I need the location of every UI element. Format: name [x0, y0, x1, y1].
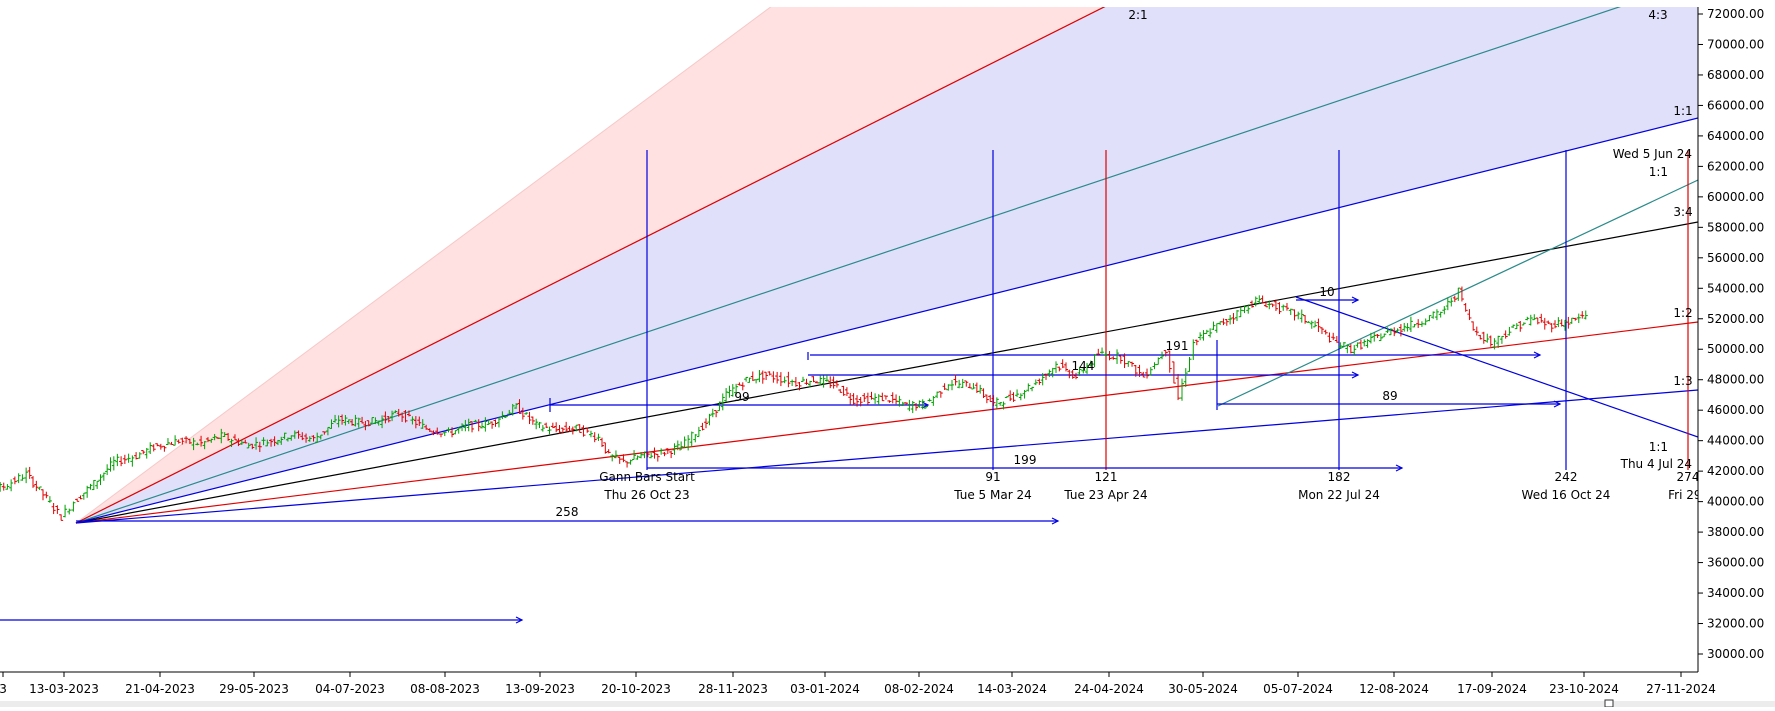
range-label: 10 — [1319, 285, 1334, 299]
x-tick-label: 08-08-2023 — [410, 682, 480, 696]
y-tick-label: 72000.00 — [1707, 7, 1764, 21]
marker-date: Tue 23 Apr 24 — [1063, 488, 1147, 502]
scrollbar-track — [0, 701, 1775, 707]
range-arrow-head — [1533, 351, 1542, 359]
range-label: 199 — [1014, 453, 1037, 467]
range-label: 144 — [1072, 359, 1095, 373]
range-arrow-head — [1553, 400, 1562, 408]
fan-label: 4:3 — [1648, 8, 1667, 22]
x-tick-label: 04-07-2023 — [315, 682, 385, 696]
x-tick-label: 23-10-2024 — [1549, 682, 1619, 696]
range-label: 99 — [734, 390, 749, 404]
x-tick-label: 08-02-2024 — [884, 682, 954, 696]
marker-count: 91 — [985, 470, 1000, 484]
x-tick-label: 27-11-2024 — [1646, 682, 1716, 696]
y-tick-label: 56000.00 — [1707, 251, 1764, 265]
y-tick-label: 38000.00 — [1707, 525, 1764, 539]
fan-label: 2:1 — [1128, 8, 1147, 22]
range-arrow-head — [921, 401, 930, 409]
x-tick-label: 17-09-2024 — [1457, 682, 1527, 696]
x-tick-label: 28-11-2023 — [698, 682, 768, 696]
y-tick-label: 60000.00 — [1707, 190, 1764, 204]
fan-line-1-1 — [75, 117, 1698, 524]
resize-handle-icon — [1604, 699, 1614, 708]
fan-label: 1:1 — [1673, 104, 1692, 118]
y-tick-label: 40000.00 — [1707, 495, 1764, 509]
y-tick-label: 50000.00 — [1707, 342, 1764, 356]
x-tick-label: 30-05-2024 — [1168, 682, 1238, 696]
x-tick-label: 14-03-2024 — [977, 682, 1047, 696]
annotation-date: Wed 5 Jun 24 — [1613, 147, 1692, 161]
fan-label: 1:2 — [1673, 306, 1692, 320]
y-tick-label: 68000.00 — [1707, 68, 1764, 82]
x-tick-label: 24-04-2024 — [1074, 682, 1144, 696]
range-label: 258 — [556, 505, 579, 519]
marker-title: Gann Bars Start — [599, 470, 695, 484]
marker-date: Tue 5 Mar 24 — [953, 488, 1031, 502]
range-label: 191 — [1166, 339, 1189, 353]
x-tick-label: 12-08-2024 — [1359, 682, 1429, 696]
fan-line-2-1 — [75, 7, 1106, 524]
marker-date: Mon 22 Jul 24 — [1298, 488, 1380, 502]
y-tick-label: 54000.00 — [1707, 281, 1764, 295]
x-tick-label: 20-10-2023 — [601, 682, 671, 696]
x-tick-label: 29-05-2023 — [219, 682, 289, 696]
range-arrow-head — [1051, 517, 1060, 525]
x-tick-label: 05-07-2024 — [1263, 682, 1333, 696]
range-arrow-head — [1351, 371, 1360, 379]
y-tick-label: 44000.00 — [1707, 434, 1764, 448]
range-arrow-head — [515, 616, 524, 624]
y-tick-label: 66000.00 — [1707, 98, 1764, 112]
x-tick-label: 3 — [0, 682, 7, 696]
y-axis-panel — [1698, 0, 1775, 707]
annotation-ratio: 1:1 — [1649, 165, 1668, 179]
x-tick-label: 21-04-2023 — [125, 682, 195, 696]
fan-line-4-3 — [75, 7, 1621, 524]
y-tick-label: 48000.00 — [1707, 373, 1764, 387]
y-tick-label: 64000.00 — [1707, 129, 1764, 143]
fan-label: 1:3 — [1673, 374, 1692, 388]
x-tick-label: 03-01-2024 — [790, 682, 860, 696]
marker-date: Thu 26 Oct 23 — [603, 488, 689, 502]
marker-date: Wed 16 Oct 24 — [1522, 488, 1611, 502]
y-tick-label: 42000.00 — [1707, 464, 1764, 478]
annotation-ratio: 1:1 — [1649, 440, 1668, 454]
fan-line-3-4 — [75, 221, 1698, 524]
y-tick-label: 62000.00 — [1707, 159, 1764, 173]
y-tick-label: 46000.00 — [1707, 403, 1764, 417]
y-tick-label: 36000.00 — [1707, 556, 1764, 570]
fan-shade-edge — [75, 7, 772, 524]
marker-count: 274 — [1677, 470, 1700, 484]
range-label: 89 — [1382, 389, 1397, 403]
marker-count: 242 — [1555, 470, 1578, 484]
y-tick-label: 34000.00 — [1707, 586, 1764, 600]
marker-count: 182 — [1328, 470, 1351, 484]
y-tick-label: 58000.00 — [1707, 220, 1764, 234]
x-tick-label: 13-03-2023 — [29, 682, 99, 696]
fan-shade-lavender — [76, 7, 1698, 523]
x-tick-label: 13-09-2023 — [505, 682, 575, 696]
range-arrow-head — [1351, 296, 1360, 304]
fan-label: 3:4 — [1673, 205, 1692, 219]
marker-count: 121 — [1095, 470, 1118, 484]
annotation-date: Thu 4 Jul 24 — [1620, 457, 1692, 471]
fan-line-falling-1-1 — [1295, 296, 1698, 438]
fan-line-1-3 — [75, 389, 1698, 524]
y-tick-label: 70000.00 — [1707, 37, 1764, 51]
y-tick-label: 52000.00 — [1707, 312, 1764, 326]
y-tick-label: 32000.00 — [1707, 617, 1764, 631]
range-arrow-head — [1395, 464, 1404, 472]
y-tick-label: 30000.00 — [1707, 647, 1764, 661]
